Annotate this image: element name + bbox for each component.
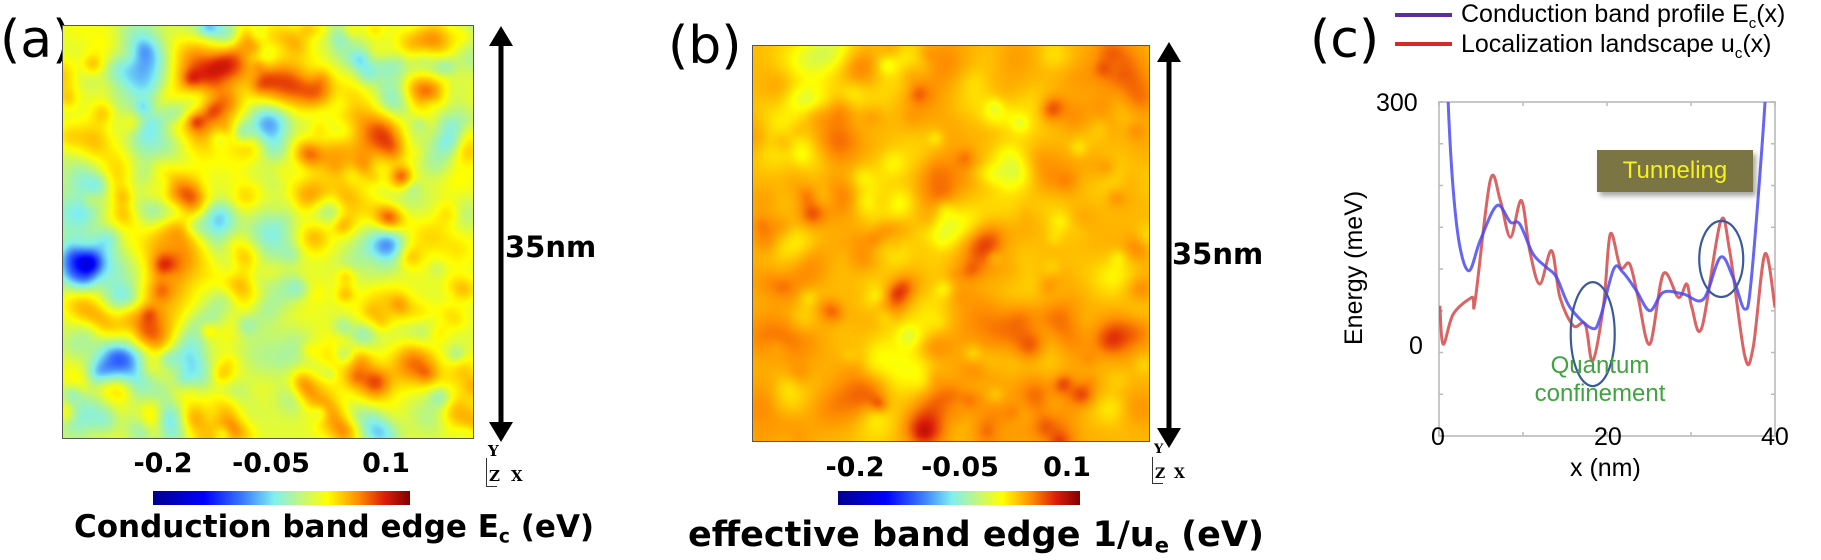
series-localization-landscape-line — [1439, 173, 1775, 367]
colorbar-tick: -0.2 — [825, 452, 885, 483]
quantum-line-2: confinement — [1534, 380, 1666, 408]
scale-arrow-icon — [489, 26, 513, 442]
panel-b-label: (b) — [668, 16, 742, 76]
axis-z-label: Z — [1155, 466, 1166, 482]
scale-arrow-icon — [1157, 42, 1181, 448]
x-tick-20: 20 — [1594, 423, 1622, 451]
colorbar-b-title-unit: (eV) — [1168, 515, 1264, 555]
scale-label-35nm: 35nm — [505, 230, 597, 264]
legend-text: Localization landscape u — [1461, 30, 1735, 58]
colorbar-a-title-sub: c — [498, 526, 510, 548]
axis-y-label: Y — [488, 442, 499, 460]
tunneling-ellipse-icon — [1698, 219, 1745, 299]
quantum-line-1: Quantum — [1550, 352, 1650, 379]
colorbar-b — [838, 491, 1080, 505]
heatmap-conduction-band-edge — [62, 25, 474, 439]
panel-a-label: (a) — [0, 10, 73, 70]
colorbar-a — [153, 491, 410, 505]
scale-label-35nm: 35nm — [1172, 237, 1264, 271]
legend-item-conduction-band: Conduction band profile Ec(x) — [1461, 0, 1785, 32]
y-tick-0: 0 — [1409, 332, 1423, 360]
axes-indicator-a: Y Z X — [486, 444, 526, 488]
colorbar-b-title-main: effective band edge 1/u — [688, 515, 1155, 555]
x-axis-title: x (nm) — [1570, 454, 1641, 482]
colorbar-tick: -0.05 — [232, 448, 310, 479]
colorbar-tick: -0.05 — [921, 452, 999, 483]
legend-sub: c — [1748, 15, 1757, 32]
heatmap-effective-band-edge — [752, 45, 1150, 442]
colorbar-b-title: effective band edge 1/ue (eV) — [688, 515, 1264, 557]
legend-tail: (x) — [1742, 30, 1772, 58]
colorbar-a-title-unit: (eV) — [509, 509, 595, 545]
colorbar-b-title-sub: e — [1154, 533, 1169, 558]
legend-line-red — [1395, 42, 1452, 46]
quantum-confinement-annotation: Quantum confinement — [1500, 352, 1700, 408]
legend-line-blue — [1395, 13, 1452, 17]
axis-x-label: X — [511, 467, 523, 485]
legend-tail: (x) — [1756, 0, 1786, 28]
y-tick-300: 300 — [1376, 89, 1418, 117]
colorbar-tick: -0.2 — [133, 448, 193, 479]
legend-sub: c — [1734, 45, 1743, 62]
x-tick-0: 0 — [1431, 423, 1445, 451]
axis-corner-icon — [1152, 457, 1163, 484]
axis-corner-icon — [486, 458, 497, 487]
colorbar-a-title-main: Conduction band edge E — [74, 509, 499, 545]
x-tick-40: 40 — [1761, 423, 1789, 451]
axis-x-label: X — [1174, 466, 1185, 482]
colorbar-tick: 0.1 — [1043, 452, 1091, 483]
legend-item-localization-landscape: Localization landscape uc(x) — [1461, 30, 1771, 62]
legend-text: Conduction band profile E — [1461, 0, 1749, 28]
axes-indicator-b: Y Z X — [1152, 443, 1192, 487]
axis-z-label: Z — [489, 467, 500, 485]
axis-y-label: Y — [1154, 442, 1164, 457]
colorbar-tick: 0.1 — [362, 448, 410, 479]
panel-c-label: (c) — [1310, 10, 1380, 70]
y-axis-title: Energy (meV) — [1340, 190, 1368, 345]
tunneling-annotation: Tunneling — [1597, 150, 1753, 192]
colorbar-a-title: Conduction band edge Ec (eV) — [74, 509, 594, 548]
